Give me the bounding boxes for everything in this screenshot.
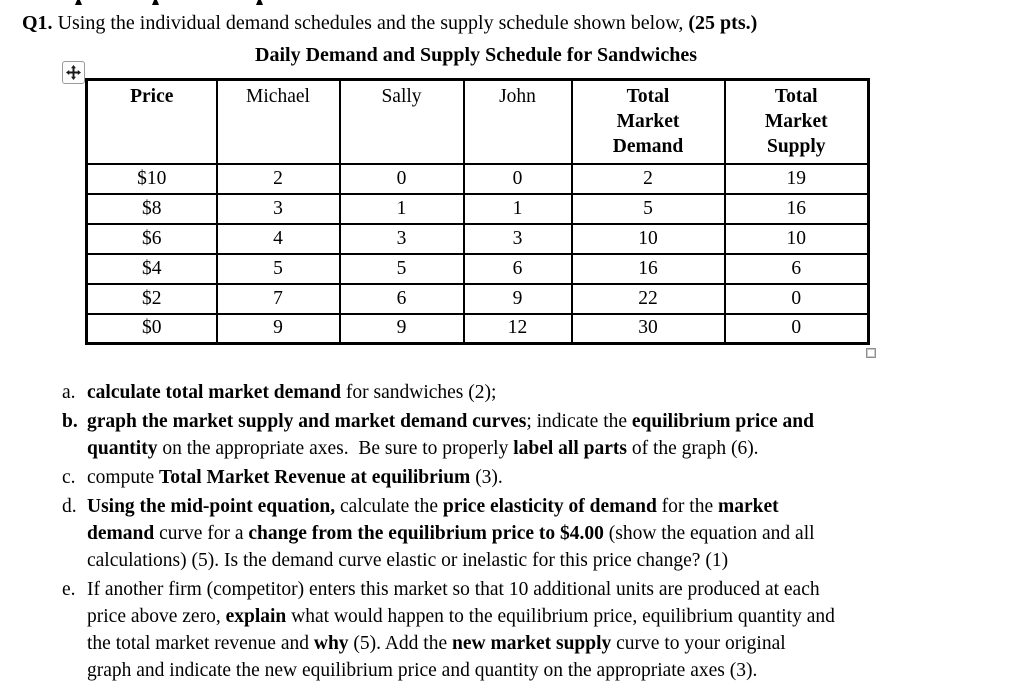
- table-header-row: Price Michael Sally John Total Market Demand To…: [85, 78, 870, 165]
- list-item: c. compute Total Market Revenue at equili…: [62, 464, 972, 491]
- table-cell: 6: [462, 252, 573, 285]
- table-row: $4 5 5 6 16 6: [85, 252, 870, 285]
- list-item-text: compute Total Market Revenue at equilibr…: [87, 467, 503, 488]
- list-item-label: d.: [62, 496, 77, 517]
- table-cell: 6: [723, 252, 870, 285]
- list-item: d. Using the mid-point equation, calculat…: [62, 493, 972, 574]
- question-list: a. calculate total market demand for sand…: [62, 379, 972, 686]
- table-cell: $0: [85, 312, 218, 345]
- table-cell: 4: [215, 222, 341, 255]
- question-heading: Q1. Using the individual demand schedule…: [22, 10, 757, 36]
- table-title: Daily Demand and Supply Schedule for San…: [255, 44, 697, 66]
- table-cell: $2: [85, 282, 218, 315]
- table-cell: 0: [723, 282, 870, 315]
- demand-supply-table: Price Michael Sally John Total Market Demand To…: [85, 78, 870, 345]
- list-item-label: e.: [62, 579, 76, 600]
- table-cell: 12: [462, 312, 573, 345]
- table-cell: 0: [338, 162, 465, 195]
- list-item-label: c.: [62, 467, 76, 488]
- table-cell: $10: [85, 162, 218, 195]
- table-cell: 16: [723, 192, 870, 225]
- table-move-handle[interactable]: [62, 61, 85, 84]
- list-item: e. If another firm (competitor) enters th…: [62, 576, 972, 684]
- table-cell: 7: [215, 282, 341, 315]
- table-header-cell: Total Market Supply: [723, 78, 870, 165]
- table-cell: 6: [338, 282, 465, 315]
- table-row: $10 2 0 0 2 19: [85, 162, 870, 195]
- table-cell: 2: [215, 162, 341, 195]
- list-item-text: If another firm (competitor) enters this…: [87, 579, 835, 681]
- table-cell: $4: [85, 252, 218, 285]
- list-item-text: calculate total market demand for sandwi…: [87, 382, 497, 403]
- table-row: $8 3 1 1 5 16: [85, 192, 870, 225]
- list-item: a. calculate total market demand for sand…: [62, 379, 972, 406]
- table-cell: 3: [462, 222, 573, 255]
- table-cell: 10: [723, 222, 870, 255]
- table-header-cell: Price: [85, 78, 218, 165]
- table-header-cell: John: [462, 78, 573, 165]
- table-header-cell: Michael: [215, 78, 341, 165]
- table-header-cell: Sally: [338, 78, 465, 165]
- table-cell: $8: [85, 192, 218, 225]
- table-cell: 5: [570, 192, 726, 225]
- question-points: (25 pts.): [688, 12, 758, 34]
- clipped-text-fragment: [256, 0, 263, 5]
- table-cell: 16: [570, 252, 726, 285]
- table-cell: 2: [570, 162, 726, 195]
- clipped-text-fragment: [75, 0, 82, 5]
- table-row: $0 9 9 12 30 0: [85, 312, 870, 345]
- table-body: $10 2 0 0 2 19 $8 3 1 1 5 16 $6 4 3 3 10 10 $4 5 5 6 16 6 $2 7 6 9 2…: [85, 162, 870, 345]
- table-cell: $6: [85, 222, 218, 255]
- move-arrows-icon: [66, 65, 81, 80]
- table-resize-handle[interactable]: [866, 348, 876, 358]
- table-cell: 22: [570, 282, 726, 315]
- table-cell: 30: [570, 312, 726, 345]
- table-cell: 1: [338, 192, 465, 225]
- list-item-label: b.: [62, 411, 78, 432]
- table-cell: 10: [570, 222, 726, 255]
- question-number: Q1.: [22, 12, 53, 34]
- table-row: $2 7 6 9 22 0: [85, 282, 870, 315]
- table-cell: 1: [462, 192, 573, 225]
- table-header-cell: Total Market Demand: [570, 78, 726, 165]
- table-cell: 3: [215, 192, 341, 225]
- table-cell: 5: [338, 252, 465, 285]
- table-cell: 0: [462, 162, 573, 195]
- list-item-text: Using the mid-point equation, calculate …: [87, 496, 815, 571]
- list-item-label: a.: [62, 382, 76, 403]
- table-cell: 5: [215, 252, 341, 285]
- list-item: b. graph the market supply and market dem…: [62, 408, 972, 462]
- question-intro: Using the individual demand schedules an…: [52, 12, 689, 34]
- table-cell: 9: [462, 282, 573, 315]
- table-cell: 19: [723, 162, 870, 195]
- table-cell: 9: [338, 312, 465, 345]
- table-cell: 3: [338, 222, 465, 255]
- table-row: $6 4 3 3 10 10: [85, 222, 870, 255]
- clipped-text-fragment: [152, 0, 159, 5]
- table-cell: 0: [723, 312, 870, 345]
- list-item-text: graph the market supply and market deman…: [87, 411, 814, 459]
- table-cell: 9: [215, 312, 341, 345]
